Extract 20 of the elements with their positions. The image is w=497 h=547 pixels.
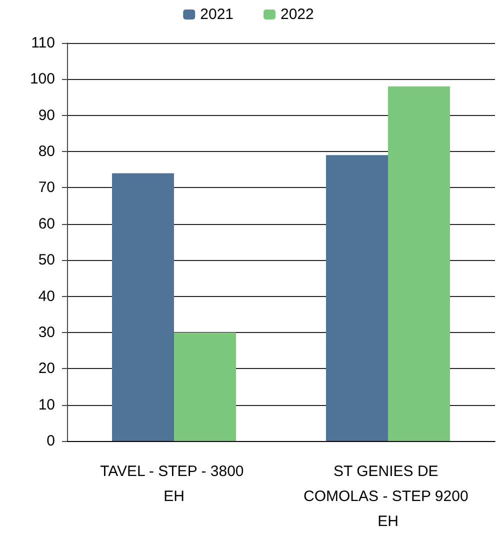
y-tick-label: 20 [38, 360, 55, 378]
y-tick-label: 40 [38, 288, 55, 305]
y-tick-label: 60 [38, 215, 55, 232]
legend-label: 2022 [280, 6, 314, 23]
y-tick-label: 80 [38, 143, 55, 160]
y-tick-label: 90 [38, 106, 55, 124]
bar [174, 332, 236, 441]
y-tick-label: 70 [38, 179, 55, 196]
bar [326, 155, 388, 441]
y-tick-label: 50 [38, 252, 55, 269]
y-tick-label: 0 [46, 432, 55, 450]
legend-label: 2021 [200, 6, 234, 23]
x-tick-label: ST GENIES DE COMOLAS - STEP 9200 EH [304, 463, 472, 530]
y-tick-label: 100 [30, 70, 55, 88]
y-tick-label: 10 [38, 396, 55, 414]
x-tick-label: TAVEL - STEP - 3800 EH [100, 463, 248, 505]
y-tick-label: 110 [31, 34, 55, 52]
bar [112, 173, 174, 441]
y-tick-label: 30 [38, 324, 55, 341]
bar [388, 86, 450, 441]
